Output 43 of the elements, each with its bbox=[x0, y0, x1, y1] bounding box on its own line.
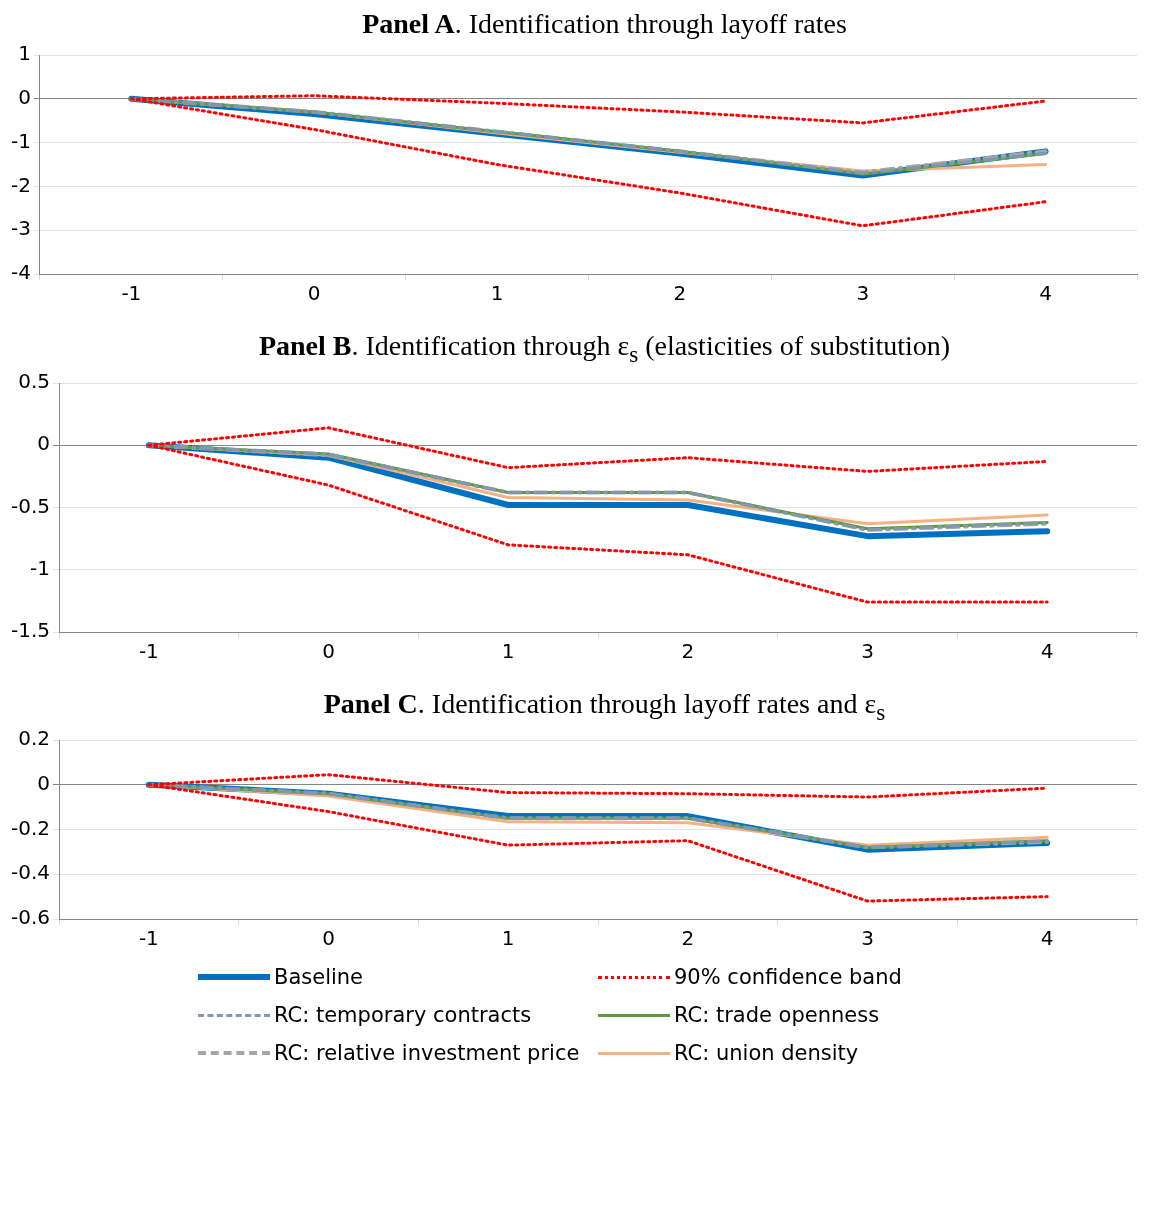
y-tick-label: 0 bbox=[18, 85, 31, 109]
legend-label: RC: relative investment price bbox=[274, 1041, 580, 1066]
legend-label: RC: temporary contracts bbox=[274, 1003, 532, 1028]
y-tick-label: -0.2 bbox=[10, 815, 51, 840]
y-tick-label: -2 bbox=[10, 172, 31, 197]
x-tick-label: 1 bbox=[501, 638, 515, 663]
y-tick-label: -0.6 bbox=[10, 905, 51, 930]
x-tick-label: -1 bbox=[121, 281, 142, 306]
x-tick-label: -1 bbox=[138, 926, 159, 951]
y-tick-label: 0 bbox=[37, 431, 51, 456]
legend-label: Baseline bbox=[274, 965, 364, 990]
x-tick-label: 4 bbox=[1040, 638, 1054, 663]
y-tick-label: -1 bbox=[30, 555, 51, 580]
y-tick-label: 0 bbox=[37, 771, 51, 796]
y-tick-label: 1 bbox=[18, 41, 31, 66]
y-tick-label: 0.5 bbox=[18, 368, 51, 393]
x-tick-label: 3 bbox=[856, 281, 870, 306]
y-tick-label: -1 bbox=[10, 128, 31, 153]
chart-title: Panel C. Identification through layoff rates and ε$_{s}$ bbox=[323, 687, 886, 725]
x-tick-label: 3 bbox=[861, 926, 874, 951]
x-tick-label: 0 bbox=[322, 638, 335, 663]
x-tick-label: 3 bbox=[861, 638, 874, 663]
x-tick-label: 4 bbox=[1040, 926, 1054, 951]
x-tick-label: 2 bbox=[673, 281, 687, 306]
x-tick-label: 0 bbox=[322, 926, 335, 951]
legend-label: RC: trade openness bbox=[674, 1003, 880, 1028]
x-tick-label: 4 bbox=[1039, 281, 1052, 306]
y-tick-label: -0.5 bbox=[10, 493, 51, 518]
x-tick-label: 1 bbox=[501, 926, 515, 951]
chart-title: Panel B. Identification through ε$_{s}$ (elasticities of substitution) bbox=[258, 330, 951, 367]
x-tick-label: 1 bbox=[490, 281, 504, 306]
y-tick-label: 0.2 bbox=[18, 726, 51, 751]
y-tick-label: -4 bbox=[10, 260, 31, 285]
legend-label: RC: union density bbox=[674, 1041, 859, 1066]
x-tick-label: -1 bbox=[138, 638, 159, 663]
x-tick-label: 0 bbox=[307, 281, 321, 306]
x-tick-label: 2 bbox=[681, 926, 695, 951]
legend-label: 90% confidence band bbox=[674, 965, 902, 990]
y-tick-label: -1.5 bbox=[10, 617, 51, 642]
chart-title: Panel A. Identification through layoff rates bbox=[362, 8, 847, 39]
x-tick-label: 2 bbox=[681, 638, 695, 663]
y-tick-label: -3 bbox=[10, 216, 31, 241]
y-tick-label: -0.4 bbox=[10, 860, 51, 885]
